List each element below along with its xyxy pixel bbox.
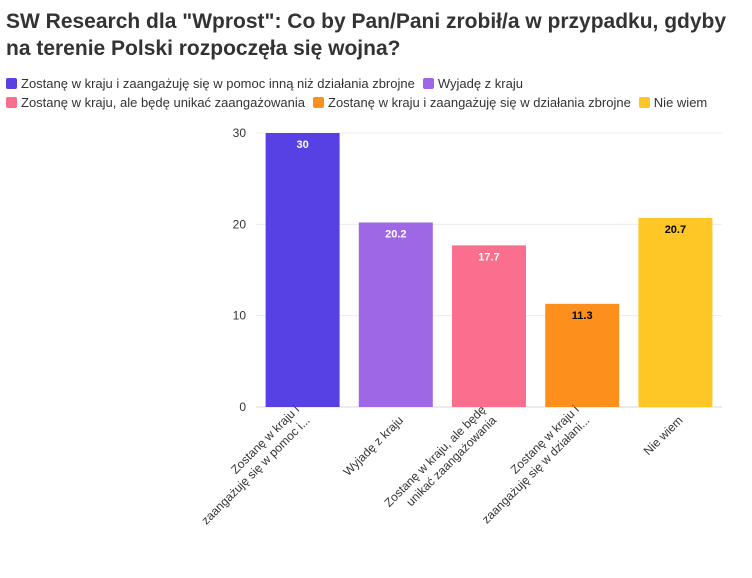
x-tick-label-4-line-0: Nie wiem xyxy=(641,413,686,458)
legend-label-zbrojne: Zostanę w kraju i zaangażuję się w dział… xyxy=(328,95,631,110)
legend-label-pomoc: Zostanę w kraju i zaangażuję się w pomoc… xyxy=(21,76,415,91)
x-tick-label-3-line-1: zaangażuję się w działani... xyxy=(479,413,592,526)
x-tick-label-1: Wyjadę z kraju xyxy=(340,413,405,478)
legend-label-nie-wiem: Nie wiem xyxy=(653,95,708,110)
x-tick-label-0-line-1: zaangażuję się w pomoc i... xyxy=(199,413,313,527)
legend-label-unikac: Zostanę w kraju, ale będę unikać zaangaż… xyxy=(21,95,306,110)
y-tick-label-20: 20 xyxy=(233,217,247,231)
legend-row-1: Zostanę w kraju i zaangażuję się w pomoc… xyxy=(6,74,746,93)
legend-label-wyjade: Wyjadę z kraju xyxy=(437,76,523,91)
legend-swatch-unikac xyxy=(6,97,17,108)
bar-value-label-4: 20.7 xyxy=(665,224,686,236)
bar-layer xyxy=(265,133,713,407)
label-layer: 30 20.2 17.7 11.3 20.7 xyxy=(296,139,686,322)
bar-3[interactable] xyxy=(545,303,620,407)
bar-4[interactable] xyxy=(638,217,713,407)
bar-1[interactable] xyxy=(358,222,433,407)
legend-swatch-nie-wiem xyxy=(638,97,650,108)
bar-value-label-3: 11.3 xyxy=(572,310,593,322)
bar-value-label-0: 30 xyxy=(296,139,308,151)
legend-row-2: Zostanę w kraju, ale będę unikać zaangaż… xyxy=(6,93,746,112)
legend-swatch-pomoc xyxy=(6,78,17,89)
bar-value-label-1: 20.2 xyxy=(385,229,406,241)
bar-0[interactable] xyxy=(265,133,340,407)
y-tick-label-0: 0 xyxy=(239,400,246,414)
legend-item-zbrojne[interactable]: Zostanę w kraju i zaangażuję się w dział… xyxy=(313,95,631,110)
chart-title: SW Research dla "Wprost": Co by Pan/Pani… xyxy=(6,10,727,60)
bar-value-label-2: 17.7 xyxy=(478,251,499,263)
legend-item-unikac[interactable]: Zostanę w kraju, ale będę unikać zaangaż… xyxy=(6,95,305,110)
legend: Zostanę w kraju i zaangażuję się w pomoc… xyxy=(6,74,746,112)
x-tick-label-4: Nie wiem xyxy=(641,413,686,458)
legend-item-nie-wiem[interactable]: Nie wiem xyxy=(638,95,708,110)
x-tick-label-2-line-1: unikać zaangażowania xyxy=(403,413,499,509)
legend-swatch-zbrojne xyxy=(313,97,325,108)
legend-item-pomoc[interactable]: Zostanę w kraju i zaangażuję się w pomoc… xyxy=(6,76,415,91)
legend-item-wyjade[interactable]: Wyjadę z kraju xyxy=(422,76,523,91)
legend-swatch-wyjade xyxy=(422,78,434,89)
y-tick-label-10: 10 xyxy=(233,309,247,323)
bar-2[interactable] xyxy=(452,245,526,407)
y-tick-label-30: 30 xyxy=(233,126,247,140)
x-tick-label-1-line-0: Wyjadę z kraju xyxy=(340,413,405,478)
